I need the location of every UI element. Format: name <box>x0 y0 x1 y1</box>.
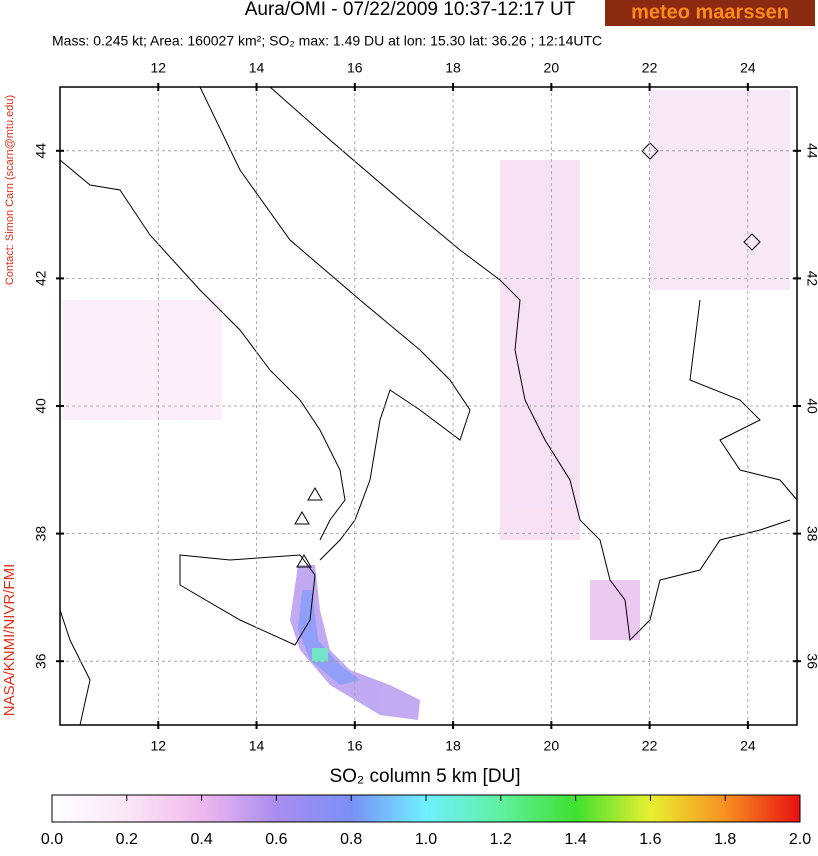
x-tick-label: 20 <box>544 60 560 76</box>
volcano <box>641 142 659 160</box>
colorbar-tick-label: 0.2 <box>116 831 138 848</box>
x-tick <box>255 83 258 91</box>
coastlines <box>59 86 798 726</box>
volcano <box>307 487 323 501</box>
colorbar-tick-label: 1.0 <box>415 831 437 848</box>
x-tick <box>648 83 651 91</box>
so2-haze <box>590 580 640 640</box>
x-tick <box>157 721 160 729</box>
agencies: NASA/KNMI/NIVR/FMI <box>1 564 18 717</box>
y-tick-label: 40 <box>804 398 818 414</box>
so2-haze <box>500 160 580 540</box>
colorbar: SO₂ column 5 km [DU] 0.0 0.2 0.4 0.6 0.8 1.0 1… <box>41 766 811 848</box>
x-tick-label: 12 <box>150 738 166 754</box>
x-tick <box>157 83 160 91</box>
volcano <box>294 511 310 525</box>
y-tick <box>56 532 64 535</box>
y-tick <box>56 277 64 280</box>
so2-haze <box>650 90 790 290</box>
colorbar-tick-label: 0.8 <box>340 831 362 848</box>
x-tick-label: 22 <box>642 738 658 754</box>
y-tick-label: 36 <box>33 653 49 669</box>
x-tick <box>353 83 356 91</box>
colorbar-tick-label: 0.4 <box>190 831 212 848</box>
coastline <box>689 299 798 501</box>
contact: Contact: Simon Carn (scarn@mtu.edu) <box>4 95 16 285</box>
x-tick <box>746 83 749 91</box>
x-tick <box>550 721 553 729</box>
x-tick <box>353 721 356 729</box>
map: 12 12 14 14 16 16 18 18 20 20 22 22 24 24 36 36 38 38 40 40… <box>33 60 818 754</box>
y-tick-label: 42 <box>33 270 49 286</box>
y-tick <box>793 660 801 663</box>
x-tick-label: 24 <box>740 60 756 76</box>
coastline <box>269 86 791 642</box>
x-tick-label: 18 <box>445 60 461 76</box>
volcano <box>296 554 312 568</box>
x-tick-label: 22 <box>642 60 658 76</box>
colorbar-tick-label: 0.6 <box>265 831 287 848</box>
colorbar-label: SO₂ column 5 km [DU] <box>329 766 520 787</box>
y-tick-label: 36 <box>804 653 818 669</box>
x-tick-label: 16 <box>347 738 363 754</box>
x-tick-label: 24 <box>740 738 756 754</box>
x-tick <box>648 721 651 729</box>
y-tick <box>56 405 64 407</box>
logo: meteo maarssen <box>605 0 815 26</box>
volcano <box>743 233 761 251</box>
colorbar-tick-label: 1.6 <box>639 831 661 848</box>
coastline <box>59 609 91 726</box>
y-tick <box>793 405 801 407</box>
y-tick-label: 44 <box>804 143 818 159</box>
x-tick-label: 16 <box>347 60 363 76</box>
subtitle: Mass: 0.245 kt; Area: 160027 km²; SO₂ ma… <box>52 33 602 49</box>
y-tick <box>56 660 64 663</box>
so2-haze <box>62 300 222 420</box>
y-tick-label: 38 <box>804 526 818 542</box>
so2-plume <box>312 648 328 662</box>
coastline <box>199 86 471 561</box>
y-tick-label: 44 <box>33 143 49 159</box>
y-tick-label: 38 <box>33 526 49 542</box>
x-tick <box>255 721 258 729</box>
y-tick-label: 40 <box>33 398 49 414</box>
y-tick-label: 42 <box>804 271 818 287</box>
coastline <box>59 159 346 541</box>
x-tick-label: 14 <box>249 60 265 76</box>
y-tick <box>793 532 801 535</box>
coastline <box>179 554 316 646</box>
x-tick <box>550 83 553 91</box>
y-tick <box>793 149 801 152</box>
colorbar-tick-label: 1.8 <box>714 831 736 848</box>
title: Aura/OMI - 07/22/2009 10:37-12:17 UT <box>245 0 576 20</box>
y-tick <box>56 149 64 152</box>
x-tick <box>452 721 455 729</box>
x-tick-label: 18 <box>445 738 461 754</box>
colorbar-tick-label: 0.0 <box>41 831 63 848</box>
logo-box <box>605 0 815 26</box>
colorbar-tick-label: 2.0 <box>789 831 811 848</box>
x-tick <box>746 721 749 729</box>
x-tick <box>452 83 455 91</box>
x-tick-label: 20 <box>544 738 560 754</box>
x-tick-label: 14 <box>249 738 265 754</box>
y-tick <box>793 277 801 280</box>
colorbar-tick-label: 1.2 <box>490 831 512 848</box>
volcanoes <box>294 142 761 568</box>
x-tick-label: 12 <box>150 60 166 76</box>
logo-text: meteo maarssen <box>631 1 789 23</box>
colorbar-tick-label: 1.4 <box>564 831 586 848</box>
